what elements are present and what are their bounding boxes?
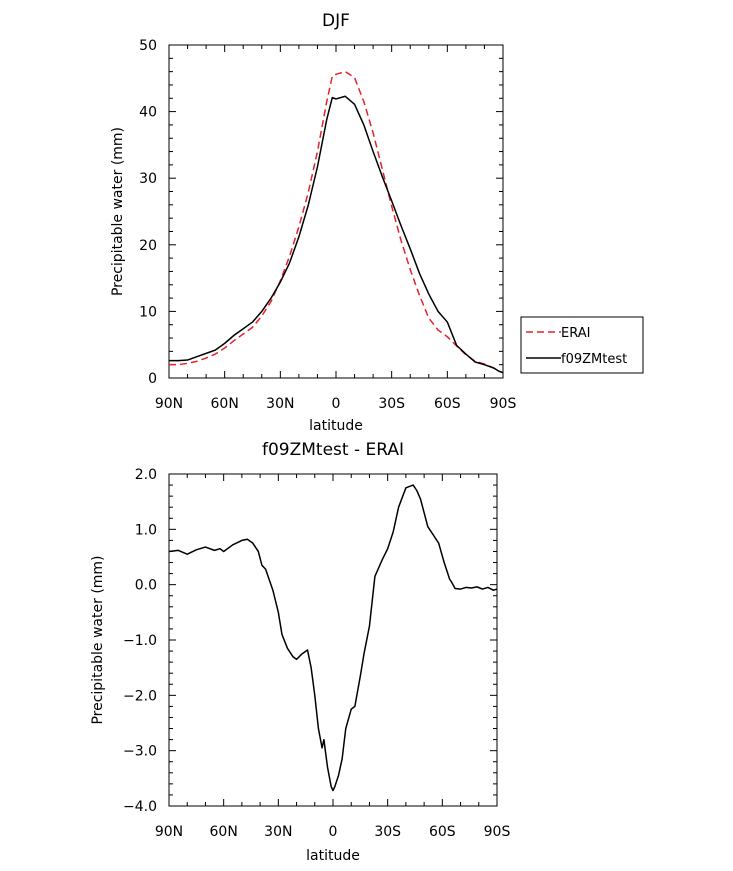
- x-tick-label: 90S: [490, 396, 517, 412]
- series-line-erai: [169, 70, 504, 374]
- y-axis-label: Precipitable water (mm): [90, 555, 106, 724]
- y-tick-label: −3.0: [123, 744, 157, 760]
- plot-frame: [168, 44, 504, 379]
- x-tick-label: 0: [329, 824, 338, 840]
- x-axis-label: latitude: [309, 418, 363, 434]
- series-line-f09zmtest: [169, 95, 504, 374]
- x-tick-label: 90N: [155, 396, 183, 412]
- panel-top: DJF 90N 60N 30N 0 30S 60S 90S 0 10 20 30 40 50 latitud…: [110, 11, 516, 434]
- legend-box: [520, 316, 644, 374]
- y-tick-label: 0.0: [135, 578, 157, 594]
- x-tick-label: 60S: [429, 824, 456, 840]
- panel-bottom: f09ZMtest - ERAI 90N 60N 30N 0 30S 60S 90S −4.0 −…: [90, 440, 510, 864]
- y-tick-label: 30: [139, 171, 157, 187]
- x-tick-label: 30N: [264, 824, 292, 840]
- x-tick-label: 30S: [374, 824, 401, 840]
- chart-title: DJF: [322, 11, 350, 31]
- x-tick-label: 30N: [266, 396, 294, 412]
- y-tick-label: 10: [139, 304, 157, 320]
- x-tick-label: 0: [332, 396, 341, 412]
- y-tick-label: −2.0: [123, 688, 157, 704]
- series-line-difference: [168, 484, 498, 792]
- y-tick-label: 50: [139, 38, 157, 54]
- legend-label-f09zmtest: f09ZMtest: [561, 352, 627, 367]
- y-tick-label: −4.0: [123, 799, 157, 815]
- y-axis-label: Precipitable water (mm): [110, 127, 126, 296]
- y-tick-label: 40: [139, 105, 157, 121]
- legend: ERAI f09ZMtest: [520, 316, 644, 374]
- y-tick-label: 0: [148, 371, 157, 387]
- y-tick-label: 20: [139, 238, 157, 254]
- x-tick-label: 90S: [484, 824, 511, 840]
- y-tick-label: −1.0: [123, 633, 157, 649]
- x-tick-label: 60N: [210, 824, 238, 840]
- x-tick-label: 90N: [155, 824, 183, 840]
- x-tick-label: 30S: [378, 396, 405, 412]
- chart-title: f09ZMtest - ERAI: [262, 440, 404, 460]
- x-axis-label: latitude: [306, 848, 360, 864]
- x-tick-label: 60N: [211, 396, 239, 412]
- y-tick-label: 1.0: [135, 522, 157, 538]
- plot-frame: [168, 473, 498, 807]
- x-tick-label: 60S: [434, 396, 461, 412]
- legend-label-erai: ERAI: [561, 326, 590, 341]
- y-tick-label: 2.0: [135, 467, 157, 483]
